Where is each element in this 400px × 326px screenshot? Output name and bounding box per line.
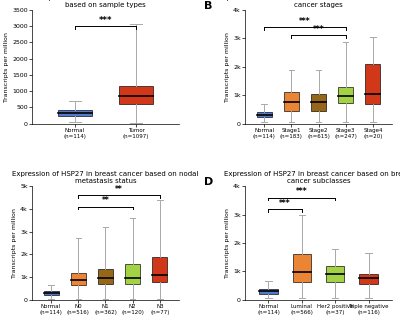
Title: Expression of HSP27 in breast cancer based on individual
cancer stages: Expression of HSP27 in breast cancer bas…: [218, 0, 400, 8]
Bar: [44, 291, 58, 295]
Bar: [360, 274, 378, 284]
Bar: [326, 266, 344, 282]
Y-axis label: Transcripts per million: Transcripts per million: [225, 32, 230, 102]
Text: ***: ***: [313, 25, 324, 34]
Bar: [284, 92, 299, 111]
Bar: [257, 111, 272, 117]
Bar: [119, 86, 153, 104]
Text: B: B: [204, 1, 212, 11]
Bar: [366, 64, 380, 104]
Text: D: D: [204, 177, 213, 187]
Title: Expression of HSP27 in breast cancer based on nodal
metastasis status: Expression of HSP27 in breast cancer bas…: [12, 171, 199, 185]
Title: Expression of HSP27 in breast cancer
based on sample types: Expression of HSP27 in breast cancer bas…: [40, 0, 171, 8]
Bar: [58, 110, 92, 116]
Text: ***: ***: [299, 17, 311, 26]
Bar: [311, 94, 326, 111]
Bar: [152, 257, 167, 282]
Bar: [338, 87, 353, 103]
Text: ***: ***: [279, 199, 291, 208]
Bar: [125, 263, 140, 285]
Bar: [293, 254, 311, 282]
Y-axis label: Transcripts per million: Transcripts per million: [4, 32, 10, 102]
Bar: [259, 289, 278, 294]
Y-axis label: Transcripts per million: Transcripts per million: [12, 208, 17, 278]
Text: ***: ***: [99, 16, 112, 25]
Y-axis label: Transcripts per million: Transcripts per million: [225, 208, 230, 278]
Bar: [98, 269, 113, 284]
Text: **: **: [102, 197, 109, 205]
Bar: [71, 273, 86, 285]
Title: Expression of HSP27 in breast cancer based on breast
cancer subclasses: Expression of HSP27 in breast cancer bas…: [224, 171, 400, 185]
Text: ***: ***: [296, 187, 308, 196]
Text: **: **: [115, 185, 123, 194]
